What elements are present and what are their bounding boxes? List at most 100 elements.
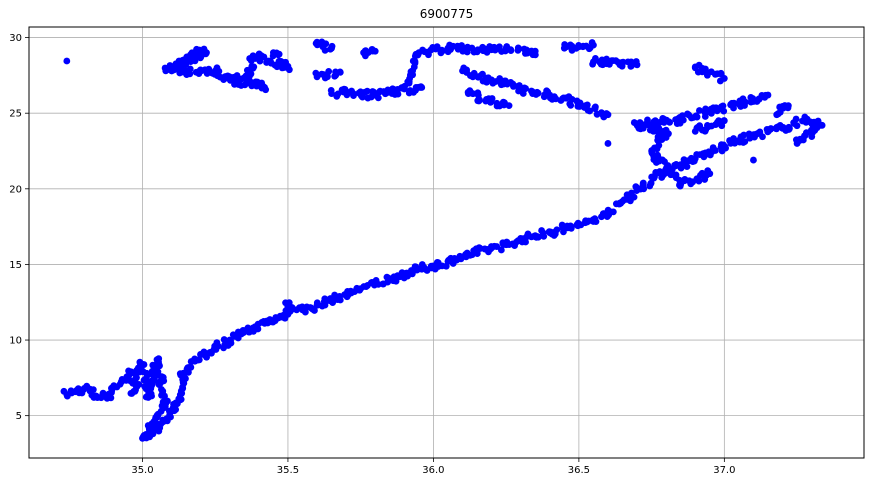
data-point [666, 119, 674, 126]
data-point [730, 104, 737, 112]
data-point [540, 232, 548, 240]
data-point [149, 430, 157, 438]
data-point [792, 136, 800, 144]
data-point [502, 44, 510, 52]
data-point [321, 301, 329, 309]
data-point [619, 58, 627, 66]
y-tick-label: 15 [9, 260, 22, 271]
y-tick-label: 5 [16, 411, 22, 422]
data-point [175, 64, 183, 72]
data-point [151, 376, 158, 384]
data-point [327, 87, 335, 94]
data-point [192, 68, 200, 76]
data-point [138, 367, 146, 375]
data-point [132, 375, 139, 383]
data-point [438, 47, 446, 55]
data-point [720, 107, 728, 115]
data-point [325, 68, 333, 75]
data-point [263, 59, 270, 66]
data-point [407, 71, 414, 79]
data-point [639, 179, 647, 187]
data-point [701, 176, 709, 183]
data-point [689, 158, 697, 166]
plot-frame [28, 26, 865, 459]
data-point [718, 122, 726, 130]
data-point [328, 42, 336, 50]
data-point [785, 123, 793, 131]
data-point [696, 107, 703, 114]
data-point [301, 308, 309, 316]
data-point [364, 94, 372, 102]
data-point [182, 61, 190, 68]
data-point [285, 66, 293, 74]
data-point [89, 386, 97, 394]
data-point [538, 227, 546, 234]
data-point [534, 233, 542, 241]
data-point [501, 99, 508, 107]
data-point [792, 115, 800, 123]
data-point [720, 117, 728, 124]
data-point [419, 46, 426, 54]
data-point [759, 133, 766, 141]
data-point [225, 338, 233, 346]
data-point [355, 89, 363, 97]
data-point [408, 270, 416, 278]
data-point [663, 164, 670, 171]
x-tick-label: 36.5 [568, 465, 590, 476]
data-point [741, 138, 749, 146]
data-point [147, 391, 154, 398]
data-point [634, 121, 642, 129]
data-point [454, 45, 462, 53]
data-point [213, 339, 221, 347]
data-point [717, 70, 725, 78]
data-point [716, 77, 724, 85]
data-point [694, 176, 702, 183]
data-point [80, 386, 88, 393]
data-point [156, 379, 164, 387]
data-point [156, 362, 163, 370]
data-point [589, 60, 597, 68]
data-point [321, 46, 329, 54]
data-point [742, 98, 749, 106]
data-point [324, 73, 331, 81]
data-point [213, 64, 221, 72]
data-point [248, 82, 256, 90]
data-point [683, 163, 691, 170]
data-point [592, 218, 600, 226]
data-point [274, 51, 282, 59]
x-tick-label: 35.5 [277, 465, 299, 476]
data-point [125, 367, 132, 375]
data-point [687, 180, 695, 188]
data-point [429, 44, 437, 51]
data-point [628, 189, 635, 197]
data-point [520, 45, 528, 53]
scatter-points [60, 38, 826, 442]
data-point [333, 92, 341, 100]
data-point [507, 79, 515, 86]
data-point [187, 58, 195, 66]
data-point [640, 185, 648, 193]
data-point [161, 64, 169, 72]
data-point [389, 277, 397, 285]
data-point [627, 58, 635, 66]
data-point [195, 356, 203, 364]
data-point [740, 131, 748, 139]
data-point [234, 333, 242, 341]
x-tick-label: 35.0 [131, 465, 153, 476]
data-point [475, 73, 483, 80]
data-point [222, 73, 229, 80]
data-point [582, 102, 589, 110]
data-point [212, 346, 220, 353]
data-point [155, 355, 163, 362]
data-point [593, 110, 601, 118]
data-point [369, 47, 376, 55]
data-point [460, 64, 468, 72]
data-point [607, 208, 615, 216]
data-point [767, 125, 774, 133]
data-point [140, 376, 148, 384]
data-point [161, 392, 168, 400]
data-point [553, 226, 561, 234]
data-point [422, 266, 430, 273]
data-point [444, 48, 452, 56]
